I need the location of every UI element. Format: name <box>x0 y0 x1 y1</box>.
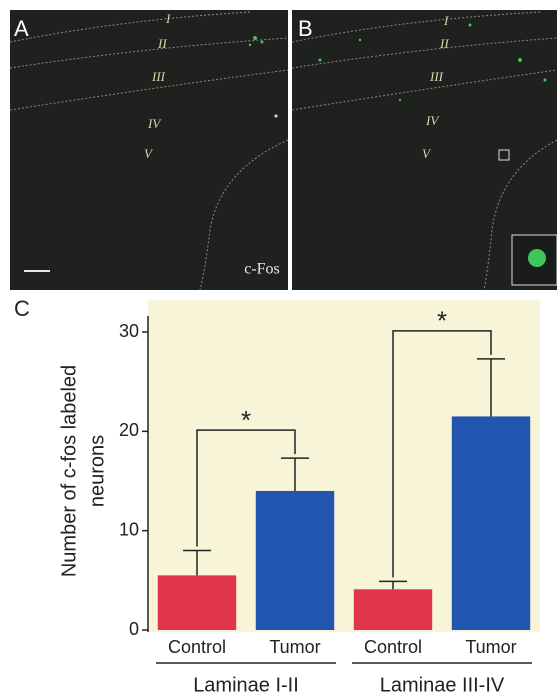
stain-label: c-Fos <box>244 261 280 278</box>
lamina-label: V <box>144 146 154 161</box>
panel-label: B <box>298 16 313 41</box>
y-tick-label: 20 <box>119 420 139 440</box>
lamina-label: II <box>157 36 167 51</box>
y-tick-label: 30 <box>119 321 139 341</box>
lamina-label: III <box>429 69 444 84</box>
lamina-label: III <box>151 69 166 84</box>
lamina-label: IV <box>425 113 440 128</box>
bar <box>353 589 433 630</box>
y-tick-label: 0 <box>129 619 139 639</box>
y-axis-label: Number of c-fos labeled <box>58 365 80 577</box>
group-label: Laminae I-II <box>193 674 299 696</box>
lamina-label: IV <box>147 116 162 131</box>
x-tick-label: Control <box>168 637 226 657</box>
x-tick-label: Tumor <box>269 637 320 657</box>
lamina-label: I <box>443 13 449 28</box>
micrograph-b <box>291 10 557 291</box>
panel-label: A <box>14 16 29 41</box>
bar <box>255 490 335 630</box>
significance-label: * <box>241 405 251 435</box>
group-label: Laminae III-IV <box>380 674 505 696</box>
y-tick-label: 10 <box>119 519 139 539</box>
y-axis-label: neurons <box>86 435 108 507</box>
significance-label: * <box>437 306 447 336</box>
panel-label: C <box>14 296 30 321</box>
significance-bracket <box>392 330 492 578</box>
bar <box>157 575 237 630</box>
lamina-label: I <box>165 11 171 26</box>
lamina-label: V <box>422 146 432 161</box>
micrograph-a <box>9 10 289 291</box>
significance-bracket <box>196 429 296 547</box>
lamina-label: II <box>439 36 449 51</box>
bar <box>451 416 531 630</box>
x-tick-label: Control <box>364 637 422 657</box>
x-tick-label: Tumor <box>465 637 516 657</box>
